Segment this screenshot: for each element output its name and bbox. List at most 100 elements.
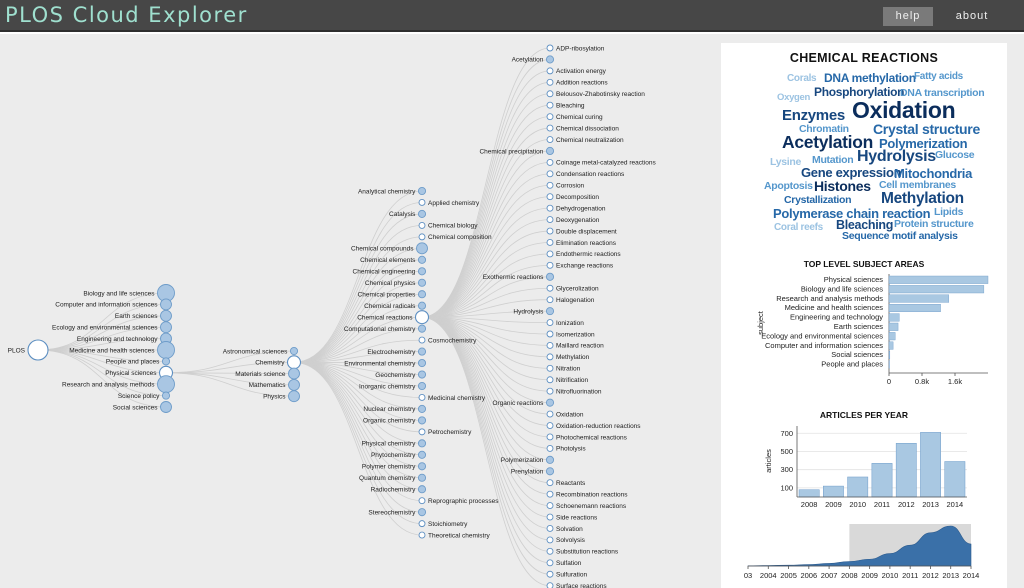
- cloud-word-mutation[interactable]: Mutation: [812, 154, 854, 166]
- tree-node-ionization[interactable]: Ionization: [546, 319, 584, 327]
- cloud-word-cell-membranes[interactable]: Cell membranes: [879, 179, 956, 191]
- articles-bar[interactable]: [871, 463, 893, 498]
- tree-node-circle[interactable]: [288, 367, 300, 380]
- tree-node-circle[interactable]: [546, 158, 554, 166]
- cloud-word-acetylation[interactable]: Acetylation: [782, 132, 874, 152]
- articles-bar[interactable]: [823, 485, 844, 498]
- tree-node-photochemical-reactions[interactable]: Photochemical reactions: [546, 433, 628, 441]
- tree-node-belousov-zhabotinsky-reaction[interactable]: Belousov-Zhabotinsky reaction: [546, 90, 645, 98]
- tree-node-circle[interactable]: [546, 227, 554, 235]
- cloud-word-oxidation[interactable]: Oxidation: [852, 97, 956, 123]
- tree-node-circle[interactable]: [417, 462, 427, 471]
- tree-node-circle[interactable]: [545, 55, 555, 64]
- cloud-word-crystal-structure[interactable]: Crystal structure: [873, 121, 980, 137]
- tree-node-circle[interactable]: [546, 319, 554, 327]
- tree-node-circle[interactable]: [546, 239, 554, 246]
- cloud-word-chromatin[interactable]: Chromatin: [799, 123, 849, 135]
- tree-node-earth-sciences[interactable]: Earth sciences: [115, 309, 172, 322]
- tree-node-circle[interactable]: [546, 387, 554, 395]
- tree-node-oxidation[interactable]: Oxidation: [546, 410, 584, 418]
- cloud-word-coral-reefs[interactable]: Coral reefs: [774, 222, 823, 233]
- help-button[interactable]: help: [883, 7, 933, 26]
- tree-node-circle[interactable]: [417, 473, 427, 482]
- subject-bar[interactable]: [888, 360, 890, 369]
- tree-node-medicinal-chemistry[interactable]: Medicinal chemistry: [418, 394, 486, 402]
- tree-node-chemical-elements[interactable]: Chemical elements: [360, 255, 427, 264]
- tree-node-circle[interactable]: [546, 376, 554, 384]
- tree-node-biology-and-life-sciences[interactable]: Biology and life sciences: [83, 284, 175, 302]
- tree-node-geochemistry[interactable]: Geochemistry: [375, 370, 427, 379]
- tree-node-circle[interactable]: [545, 455, 555, 464]
- cloud-word-polymerase-chain-reaction[interactable]: Polymerase chain reaction: [773, 206, 931, 221]
- articles-bar[interactable]: [920, 432, 941, 498]
- tree-node-computational-chemistry[interactable]: Computational chemistry: [344, 324, 427, 333]
- tree-node-circle[interactable]: [546, 113, 554, 121]
- tree-node-circle[interactable]: [418, 531, 426, 539]
- tree-node-circle[interactable]: [417, 450, 427, 459]
- cloud-word-hydrolysis[interactable]: Hydrolysis: [857, 148, 936, 165]
- tree-node-nuclear-chemistry[interactable]: Nuclear chemistry: [363, 404, 427, 413]
- tree-node-chemical-neutralization[interactable]: Chemical neutralization: [546, 136, 624, 144]
- tree-node-circle[interactable]: [416, 242, 428, 255]
- tree-node-recombination-reactions[interactable]: Recombination reactions: [546, 490, 628, 498]
- cloud-word-fatty-acids[interactable]: Fatty acids: [914, 71, 963, 82]
- articles-bar[interactable]: [944, 461, 966, 498]
- tree-node-circle[interactable]: [546, 433, 554, 441]
- tree-node-bleaching[interactable]: Bleaching: [546, 101, 585, 110]
- cloud-word-protein-structure[interactable]: Protein structure: [894, 218, 974, 230]
- tree-node-chemical-composition[interactable]: Chemical composition: [418, 233, 492, 241]
- subject-bar[interactable]: [888, 275, 989, 284]
- timeline-area-chart[interactable]: 03 2004 2005 2006 2007 2008 2009 2010 2011 2012 20…: [721, 520, 1007, 586]
- tree-node-circle[interactable]: [414, 310, 430, 325]
- cloud-word-enzymes[interactable]: Enzymes: [782, 107, 845, 124]
- tree-node-surface-reactions[interactable]: Surface reactions: [546, 582, 607, 588]
- tree-node-circle[interactable]: [546, 536, 554, 544]
- cloud-word-dna-methylation[interactable]: DNA methylation: [824, 71, 916, 85]
- cloud-word-phosphorylation[interactable]: Phosphorylation: [814, 85, 905, 99]
- tree-node-circle[interactable]: [546, 444, 554, 452]
- tree-node-coinage-metal-catalyzed-reactions[interactable]: Coinage metal-catalyzed reactions: [546, 158, 656, 167]
- tree-node-circle[interactable]: [546, 364, 554, 372]
- tree-node-circle[interactable]: [417, 439, 427, 448]
- tree-node-science-policy[interactable]: Science policy: [118, 391, 171, 400]
- tree-node-circle[interactable]: [418, 497, 426, 505]
- tree-node-theoretical-chemistry[interactable]: Theoretical chemistry: [418, 531, 491, 539]
- tree-node-circle[interactable]: [546, 330, 554, 338]
- tree-node-circle[interactable]: [546, 353, 554, 361]
- tree-node-corrosion[interactable]: Corrosion: [546, 181, 585, 190]
- tree-node-astronomical-sciences[interactable]: Astronomical sciences: [223, 346, 299, 355]
- tree-node-circle[interactable]: [545, 272, 555, 281]
- tree-node-chemical-compounds[interactable]: Chemical compounds: [351, 242, 428, 255]
- tree-node-circle[interactable]: [417, 416, 427, 425]
- tree-node-research-and-analysis-methods[interactable]: Research and analysis methods: [62, 375, 175, 394]
- tree-node-chemical-reactions[interactable]: Chemical reactions: [357, 310, 430, 325]
- tree-node-circle[interactable]: [417, 370, 427, 379]
- cloud-word-gene-expression[interactable]: Gene expression: [801, 165, 902, 180]
- tree-node-adp-ribosylation[interactable]: ADP-ribosylation: [546, 44, 605, 52]
- tree-node-glycerolization[interactable]: Glycerolization: [546, 284, 599, 293]
- tree-node-chemical-engineering[interactable]: Chemical engineering: [353, 267, 427, 276]
- tree-node-quantum-chemistry[interactable]: Quantum chemistry: [359, 473, 427, 482]
- tree-node-solvolysis[interactable]: Solvolysis: [546, 536, 586, 544]
- tree-node-oxidation-reduction-reactions[interactable]: Oxidation-reduction reactions: [546, 422, 641, 430]
- cloud-word-dna-transcription[interactable]: DNA transcription: [900, 87, 985, 99]
- subject-bar[interactable]: [888, 285, 985, 294]
- tree-node-circle[interactable]: [417, 485, 427, 494]
- tree-node-chemistry[interactable]: Chemistry: [255, 355, 302, 370]
- tree-node-cosmochemistry[interactable]: Cosmochemistry: [418, 336, 477, 344]
- tree-node-people-and-places[interactable]: People and places: [106, 357, 171, 366]
- tree-node-deoxygenation[interactable]: Deoxygenation: [546, 216, 600, 224]
- tree-node-circle[interactable]: [546, 513, 554, 521]
- tree-node-circle[interactable]: [157, 341, 175, 359]
- tree-node-activation-energy[interactable]: Activation energy: [546, 67, 607, 75]
- about-button[interactable]: about: [955, 10, 989, 22]
- tree-node-circle[interactable]: [157, 375, 175, 394]
- tree-node-circle[interactable]: [546, 490, 554, 498]
- tree-node-catalysis[interactable]: Catalysis: [389, 209, 427, 218]
- tree-node-circle[interactable]: [546, 479, 554, 487]
- tree-node-polymer-chemistry[interactable]: Polymer chemistry: [362, 462, 427, 471]
- tree-node-circle[interactable]: [546, 341, 554, 349]
- tree-node-medicine-and-health-sciences[interactable]: Medicine and health sciences: [69, 341, 175, 359]
- tree-node-circle[interactable]: [546, 101, 554, 109]
- tree-node-chemical-biology[interactable]: Chemical biology: [418, 221, 478, 230]
